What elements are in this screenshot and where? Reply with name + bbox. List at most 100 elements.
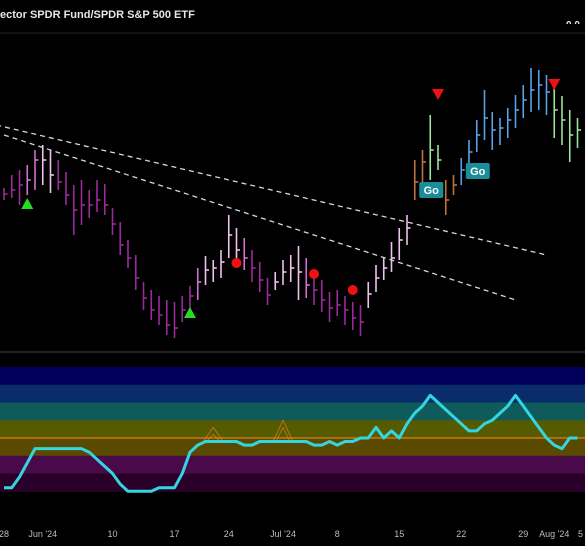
price-bar — [344, 296, 349, 325]
go-label: Go — [419, 182, 444, 198]
x-tick-label: 8 — [335, 529, 340, 539]
osc-spike — [275, 426, 291, 442]
go-label-text: Go — [424, 185, 440, 197]
signal-markers: Go Go — [21, 79, 561, 318]
price-bar — [220, 250, 225, 278]
osc-spike — [205, 433, 221, 442]
trendlines — [0, 125, 547, 301]
osc-band — [0, 384, 585, 403]
price-bar — [3, 188, 8, 200]
price-bar — [444, 180, 450, 215]
x-tick-label: Jun '24 — [28, 529, 57, 539]
go-label: Go — [465, 163, 490, 179]
price-bar — [111, 208, 116, 235]
price-bar — [57, 160, 62, 190]
price-bar — [305, 258, 310, 298]
price-bar — [88, 190, 93, 218]
price-bar — [150, 290, 155, 320]
price-bar — [398, 228, 403, 260]
chart-title: ector SPDR Fund/SPDR S&P 500 ETF — [0, 9, 195, 21]
osc-band — [0, 367, 585, 386]
price-bars — [3, 68, 581, 338]
osc-spike — [202, 426, 224, 442]
oscillator-bands — [0, 367, 585, 492]
price-bar — [26, 165, 31, 195]
price-bar — [553, 82, 558, 138]
osc-spike — [272, 419, 294, 442]
price-bar — [328, 292, 333, 322]
x-tick-label: Jul '24 — [270, 529, 296, 539]
x-tick-label: 22 — [456, 529, 466, 539]
price-bar — [514, 95, 519, 128]
trendline — [0, 125, 547, 256]
price-bar — [127, 240, 132, 268]
price-bar — [18, 170, 23, 205]
x-tick-label: Aug '24 — [539, 529, 569, 539]
osc-band — [0, 438, 585, 457]
osc-band — [0, 402, 585, 421]
price-bar — [134, 255, 140, 290]
price-bar — [483, 90, 488, 140]
price-bar — [336, 290, 341, 316]
osc-band — [0, 420, 585, 439]
price-bar — [576, 118, 581, 148]
price-panel-background — [0, 24, 585, 350]
price-bar — [421, 150, 426, 185]
x-tick-label: 17 — [169, 529, 179, 539]
osc-band — [0, 455, 585, 474]
price-bar — [413, 160, 419, 200]
price-bar — [72, 185, 78, 235]
x-tick-label: 10 — [107, 529, 117, 539]
price-bar — [103, 184, 109, 215]
price-bar — [80, 180, 85, 225]
price-bar — [382, 258, 388, 280]
price-bar — [537, 70, 543, 110]
osc-band — [0, 473, 585, 492]
price-bar — [196, 268, 202, 300]
price-bar — [289, 255, 295, 282]
price-bar — [266, 278, 271, 305]
price-bar — [235, 228, 240, 262]
price-bar — [165, 300, 171, 335]
price-bar — [359, 305, 364, 336]
price-bar — [41, 145, 47, 185]
down-triangle — [432, 89, 444, 100]
x-axis: 28 Jun '24 10 17 24 Jul '24 8 15 22 29 Aug '24 5 — [0, 529, 583, 539]
price-bar — [530, 68, 535, 112]
price-bar — [297, 246, 302, 300]
price-bar — [561, 96, 566, 145]
price-bar — [204, 256, 209, 285]
price-bar — [158, 296, 163, 325]
go-label-box — [419, 182, 444, 198]
price-bar — [181, 296, 186, 322]
price-bar — [10, 175, 16, 198]
oscillator-line — [4, 393, 578, 493]
price-bar — [96, 180, 101, 212]
price-bar — [49, 150, 54, 193]
price-bar — [189, 286, 194, 310]
price-bar — [274, 272, 279, 290]
x-tick-label: 29 — [518, 529, 528, 539]
price-bar — [227, 215, 233, 258]
price-bar — [320, 280, 326, 312]
price-bar — [437, 145, 442, 170]
x-tick-label: 28 — [0, 529, 9, 539]
signal-dot — [231, 258, 242, 268]
price-bar — [460, 158, 465, 185]
price-bar — [142, 282, 147, 310]
oscillator-spikes — [202, 419, 294, 442]
price-bar — [173, 302, 178, 338]
price-bar — [367, 282, 372, 308]
x-tick-label: 24 — [224, 529, 234, 539]
price-bar — [34, 150, 39, 190]
price-bar — [452, 175, 457, 195]
price-bar — [375, 265, 380, 292]
price-bar — [243, 238, 248, 270]
price-bar — [522, 85, 527, 118]
signal-dot — [309, 269, 319, 279]
x-tick-label: 5 — [578, 529, 583, 539]
go-label-text: Go — [470, 166, 486, 178]
price-bar — [506, 108, 512, 138]
up-triangle — [184, 307, 196, 318]
